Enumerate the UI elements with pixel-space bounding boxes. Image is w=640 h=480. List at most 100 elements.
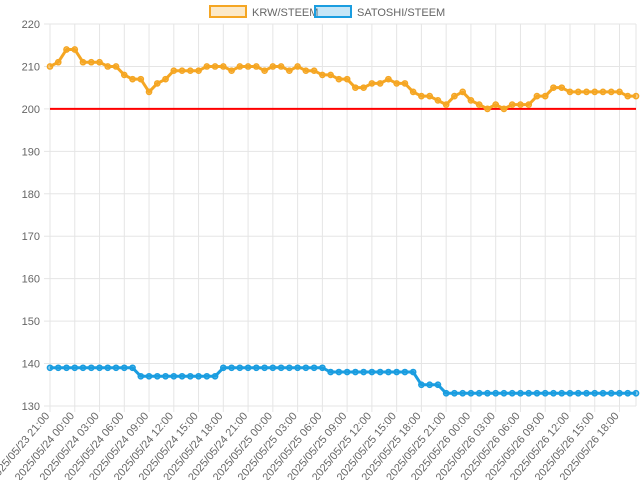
data-point[interactable] — [269, 63, 277, 70]
data-point[interactable] — [393, 368, 400, 376]
data-point[interactable] — [79, 58, 87, 66]
data-point[interactable] — [228, 67, 235, 75]
data-point[interactable] — [261, 67, 268, 75]
data-point[interactable] — [393, 80, 400, 87]
data-point[interactable] — [145, 372, 153, 380]
data-point[interactable] — [219, 63, 227, 70]
data-point[interactable] — [112, 63, 120, 70]
data-point[interactable] — [104, 63, 112, 70]
data-point[interactable] — [244, 364, 252, 372]
data-point[interactable] — [352, 368, 359, 376]
data-point[interactable] — [120, 364, 128, 372]
data-point[interactable] — [409, 368, 417, 376]
data-point[interactable] — [219, 364, 227, 372]
data-point[interactable] — [145, 88, 153, 96]
data-point[interactable] — [533, 389, 541, 397]
data-point[interactable] — [591, 389, 599, 397]
data-point[interactable] — [170, 372, 178, 380]
data-point[interactable] — [368, 368, 376, 376]
data-point[interactable] — [96, 364, 103, 372]
data-point[interactable] — [294, 364, 301, 372]
data-point[interactable] — [385, 75, 392, 83]
data-point[interactable] — [558, 84, 566, 92]
data-point[interactable] — [203, 372, 211, 380]
data-point[interactable] — [492, 101, 500, 108]
data-point[interactable] — [434, 381, 442, 389]
data-point[interactable] — [360, 84, 367, 92]
data-point[interactable] — [153, 80, 161, 87]
data-point[interactable] — [178, 67, 186, 75]
legend-swatch-1[interactable] — [209, 5, 247, 18]
data-point[interactable] — [484, 389, 491, 397]
data-point[interactable] — [335, 75, 343, 83]
data-point[interactable] — [120, 71, 128, 79]
data-point[interactable] — [46, 63, 54, 70]
data-point[interactable] — [426, 92, 434, 100]
data-point[interactable] — [599, 88, 607, 96]
data-point[interactable] — [302, 67, 310, 75]
data-point[interactable] — [244, 63, 252, 70]
data-point[interactable] — [541, 92, 549, 100]
data-point[interactable] — [327, 368, 334, 376]
data-point[interactable] — [310, 67, 318, 75]
data-point[interactable] — [63, 364, 70, 372]
data-point[interactable] — [302, 364, 310, 372]
data-point[interactable] — [632, 92, 640, 100]
data-point[interactable] — [277, 364, 285, 372]
data-point[interactable] — [236, 63, 244, 70]
data-point[interactable] — [475, 389, 483, 397]
data-point[interactable] — [418, 381, 425, 389]
data-point[interactable] — [484, 105, 491, 113]
data-point[interactable] — [96, 58, 103, 66]
data-point[interactable] — [236, 364, 244, 372]
data-point[interactable] — [574, 88, 582, 96]
data-point[interactable] — [583, 389, 590, 397]
data-point[interactable] — [459, 88, 467, 96]
data-point[interactable] — [294, 63, 301, 70]
data-point[interactable] — [277, 63, 285, 70]
data-point[interactable] — [211, 63, 219, 70]
data-point[interactable] — [310, 364, 318, 372]
data-point[interactable] — [599, 389, 607, 397]
data-point[interactable] — [607, 88, 615, 96]
data-point[interactable] — [71, 46, 79, 53]
legend-swatch-2[interactable] — [314, 5, 352, 18]
data-point[interactable] — [500, 105, 508, 113]
data-point[interactable] — [550, 389, 557, 397]
data-point[interactable] — [162, 372, 169, 380]
data-point[interactable] — [566, 389, 574, 397]
data-point[interactable] — [508, 389, 516, 397]
data-point[interactable] — [178, 372, 186, 380]
data-point[interactable] — [87, 364, 95, 372]
legend-label-2[interactable]: SATOSHI/STEEM — [357, 7, 445, 19]
data-point[interactable] — [79, 364, 87, 372]
data-point[interactable] — [508, 101, 516, 108]
data-point[interactable] — [319, 71, 326, 79]
data-point[interactable] — [327, 71, 334, 79]
data-point[interactable] — [442, 101, 450, 108]
data-point[interactable] — [112, 364, 120, 372]
data-point[interactable] — [451, 92, 458, 100]
data-point[interactable] — [137, 75, 145, 83]
data-point[interactable] — [360, 368, 367, 376]
data-point[interactable] — [63, 46, 70, 53]
data-point[interactable] — [558, 389, 566, 397]
data-point[interactable] — [129, 75, 136, 83]
data-point[interactable] — [252, 364, 260, 372]
data-point[interactable] — [137, 372, 145, 380]
data-point[interactable] — [104, 364, 112, 372]
data-point[interactable] — [286, 67, 293, 75]
data-point[interactable] — [459, 389, 467, 397]
data-point[interactable] — [195, 372, 202, 380]
data-point[interactable] — [261, 364, 268, 372]
data-point[interactable] — [343, 368, 351, 376]
data-point[interactable] — [153, 372, 161, 380]
data-point[interactable] — [186, 67, 194, 75]
data-point[interactable] — [401, 80, 409, 87]
data-point[interactable] — [343, 75, 351, 83]
data-point[interactable] — [492, 389, 500, 397]
data-point[interactable] — [533, 92, 541, 100]
data-point[interactable] — [566, 88, 574, 96]
data-point[interactable] — [442, 389, 450, 397]
data-point[interactable] — [574, 389, 582, 397]
